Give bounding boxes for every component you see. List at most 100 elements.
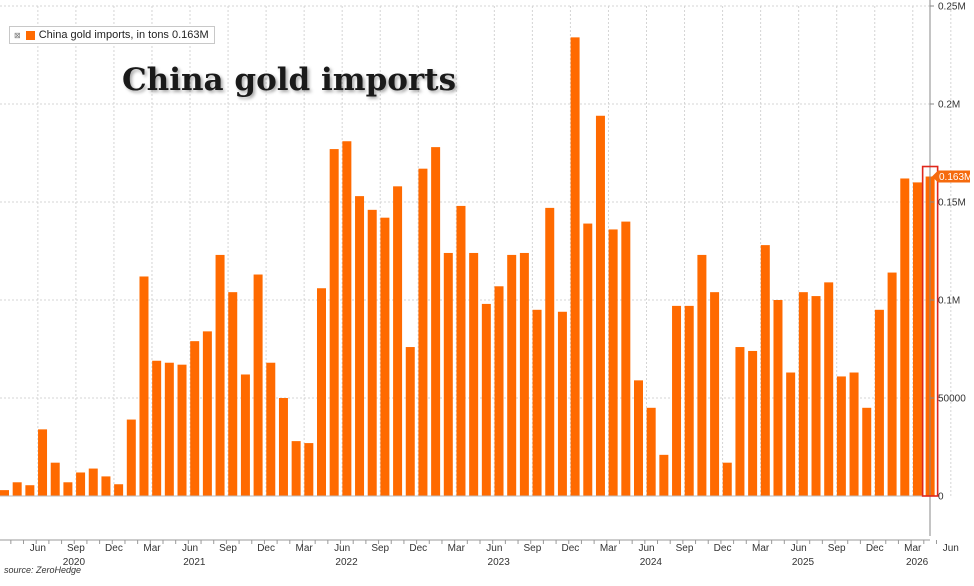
x-tick-label: Mar <box>296 543 314 554</box>
bar <box>634 380 643 496</box>
x-year-label: 2024 <box>640 557 663 568</box>
bar <box>393 186 403 496</box>
x-tick-label: Jun <box>182 543 198 554</box>
bar <box>608 229 618 496</box>
bar <box>684 305 694 496</box>
y-tick-label: 0.25M <box>938 2 966 13</box>
last-value-label: 0.163M <box>932 170 972 183</box>
x-tick-label: Dec <box>409 543 427 554</box>
bar <box>12 482 22 496</box>
bar <box>874 309 884 496</box>
x-tick-label: Dec <box>714 543 732 554</box>
x-tick-label: Mar <box>448 543 466 554</box>
highlight-box <box>921 165 939 497</box>
bar <box>557 311 567 496</box>
bar <box>481 303 491 496</box>
x-tick-label: Mar <box>752 543 770 554</box>
bar <box>38 429 48 496</box>
bar <box>190 341 200 496</box>
x-tick-label: Sep <box>371 543 389 554</box>
bar <box>367 209 377 496</box>
bar <box>710 292 720 496</box>
bar <box>456 205 466 497</box>
bar <box>177 364 187 496</box>
x-year-label: 2025 <box>792 557 815 568</box>
x-tick-label: Dec <box>257 543 275 554</box>
y-tick-label: 0.15M <box>938 198 966 209</box>
bar <box>798 292 808 496</box>
x-tick-label: Sep <box>676 543 694 554</box>
x-tick-label: Jun <box>791 543 807 554</box>
bar <box>621 221 631 496</box>
x-year-label: 2020 <box>63 557 86 568</box>
bar <box>291 441 301 496</box>
bar <box>836 376 846 496</box>
bar <box>443 252 453 496</box>
bar <box>25 485 35 496</box>
bar <box>862 407 872 496</box>
bar <box>126 419 136 496</box>
x-year-label: 2026 <box>906 557 929 568</box>
bar <box>380 217 390 496</box>
legend-toggle-icon[interactable]: ⊠ <box>14 30 21 40</box>
bar <box>595 115 605 496</box>
x-tick-label: Mar <box>600 543 618 554</box>
bar <box>735 347 745 496</box>
bar <box>773 300 783 496</box>
bar <box>431 147 441 496</box>
x-year-label: 2021 <box>183 557 206 568</box>
bar <box>672 305 682 496</box>
x-tick-label: Dec <box>866 543 884 554</box>
bar <box>228 292 238 496</box>
bar <box>811 296 821 496</box>
x-tick-label: Jun <box>638 543 654 554</box>
last-value-label-text: 0.163M <box>939 172 972 183</box>
bar <box>88 468 98 496</box>
x-tick-label: Jun <box>30 543 46 554</box>
x-tick-label: Dec <box>105 543 123 554</box>
last-value-label-bg <box>932 170 970 183</box>
y-tick-label: 0.1M <box>938 296 960 307</box>
bar <box>519 252 529 496</box>
bar <box>266 362 276 496</box>
bar <box>329 149 339 496</box>
bar <box>253 274 263 496</box>
bar <box>824 282 834 496</box>
legend[interactable]: ⊠ China gold imports, in tons 0.163M <box>9 26 215 44</box>
source-note: source: ZeroHedge <box>4 565 82 575</box>
x-tick-label: Jun <box>943 543 959 554</box>
x-tick-label: Jun <box>486 543 502 554</box>
x-year-label: 2022 <box>335 557 358 568</box>
x-tick-label: Mar <box>904 543 922 554</box>
bar <box>317 288 326 496</box>
bar <box>659 454 669 496</box>
bar <box>545 207 555 496</box>
bar <box>786 372 796 496</box>
bar <box>240 374 250 496</box>
x-tick-label: Sep <box>219 543 237 554</box>
bar <box>50 462 60 496</box>
x-year-label: 2023 <box>488 557 511 568</box>
bar <box>570 37 580 497</box>
bar <box>0 490 9 496</box>
bar <box>215 254 225 496</box>
bar <box>278 398 288 496</box>
bar <box>494 286 504 496</box>
bar <box>355 196 365 496</box>
bar <box>900 178 910 497</box>
bar <box>152 360 162 496</box>
chart-title: China gold imports <box>122 62 457 98</box>
x-tick-label: Jun <box>334 543 350 554</box>
x-tick-label: Sep <box>828 543 846 554</box>
bar <box>722 462 732 496</box>
bar <box>202 331 212 496</box>
y-tick-label: 0 <box>938 492 944 503</box>
bar <box>469 252 479 496</box>
bar <box>63 482 73 496</box>
bar <box>418 168 428 496</box>
x-tick-label: Sep <box>523 543 541 554</box>
legend-label: China gold imports, in tons 0.163M <box>38 29 209 41</box>
bar <box>405 347 415 496</box>
y-tick-label: 50000 <box>938 394 966 405</box>
